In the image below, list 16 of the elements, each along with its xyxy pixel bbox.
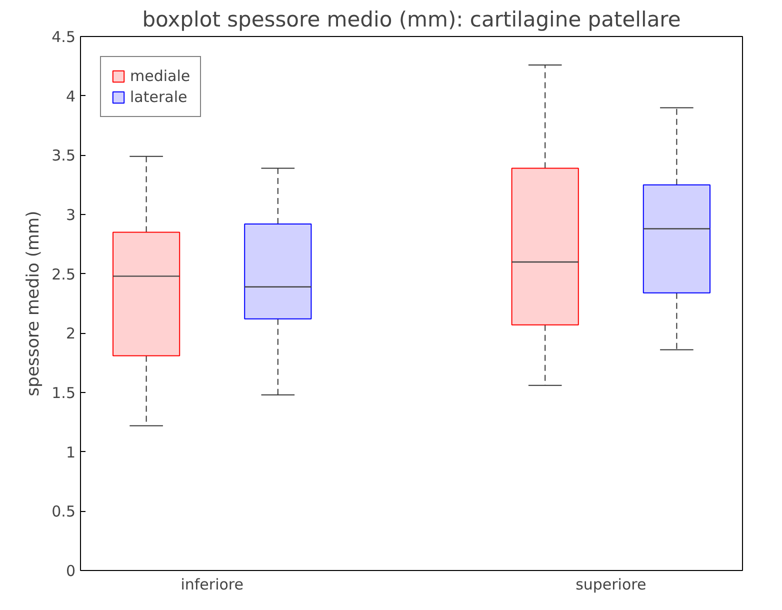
- y-axis-title: spessore medio (mm): [24, 210, 44, 396]
- chart-title: boxplot spessore medio (mm): cartilagine patellare: [142, 8, 681, 32]
- y-tick-label: 2.5: [52, 265, 76, 284]
- y-tick-label: 0.5: [52, 502, 76, 521]
- y-tick-label: 4: [66, 87, 76, 106]
- y-tick-label: 0: [66, 562, 76, 580]
- x-tick-label: inferiore: [180, 576, 244, 594]
- y-tick-label: 1.5: [52, 384, 76, 402]
- y-tick-label: 1: [66, 443, 76, 462]
- y-tick-label: 2: [66, 324, 76, 343]
- legend-label: mediale: [130, 67, 190, 85]
- y-tick-label: 3: [66, 206, 76, 224]
- y-tick-label: 4.5: [52, 28, 76, 46]
- y-tick-label: 3.5: [52, 146, 76, 165]
- legend-label: laterale: [130, 88, 188, 106]
- x-tick-label: superiore: [576, 576, 646, 594]
